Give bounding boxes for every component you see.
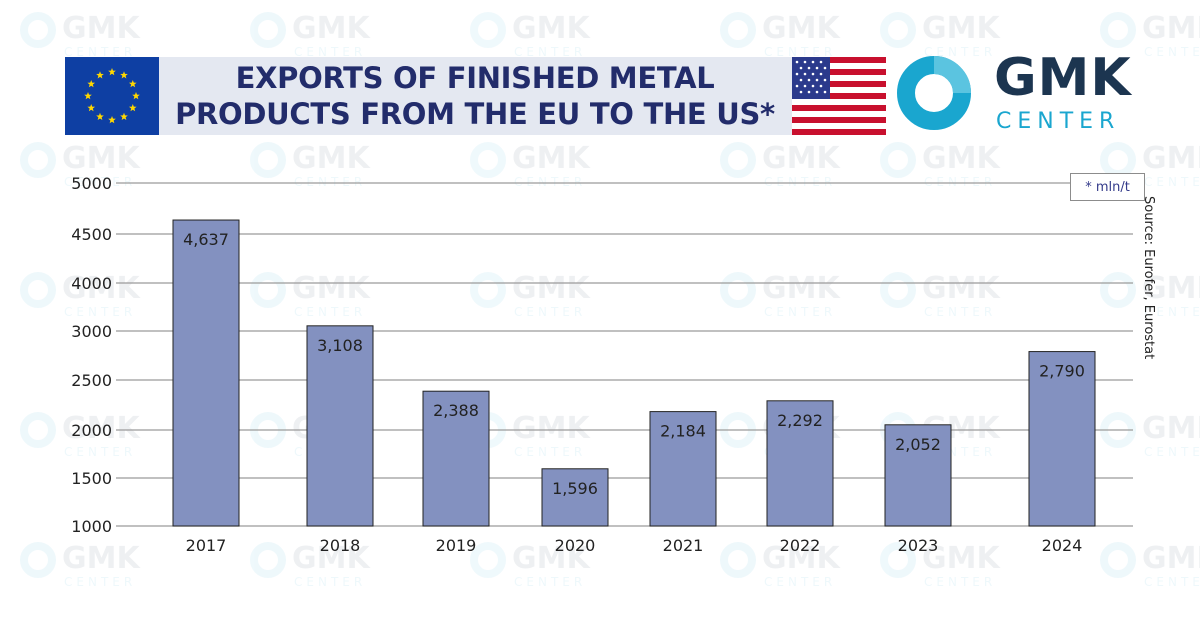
eu-star [128,104,137,112]
y-tick-label: 2000 [71,421,112,440]
chart-title-line-1: EXPORTS OF FINISHED METAL [235,61,715,95]
data-label-2023: 2,052 [895,435,941,454]
data-label-2018: 3,108 [317,336,363,355]
eu-flag-icon [65,57,159,135]
bar-2022 [766,400,834,527]
bar-2020 [541,468,609,527]
chart-title-line-2: PRODUCTS FROM THE EU TO THE US* [175,97,775,131]
bar-2017 [172,219,240,527]
x-tick-label: 2021 [663,536,704,555]
eu-star [108,68,116,76]
x-tick-label: 2023 [898,536,939,555]
eu-star [96,71,104,79]
x-tick-label: 2019 [436,536,477,555]
y-tick-label: 4500 [71,225,112,244]
y-tick-label: 2500 [71,371,112,390]
y-tick-label: 1500 [71,469,112,488]
x-tick-label: 2020 [555,536,596,555]
eu-star [128,80,137,88]
y-tick-label: 3000 [71,322,112,341]
data-label-2024: 2,790 [1039,362,1085,381]
eu-star [120,112,128,121]
bar-2018 [306,325,374,527]
eu-star [87,80,96,88]
bar-2019 [422,390,490,527]
bar-2021 [649,411,717,527]
eu-star [108,116,116,124]
chart-title: EXPORTS OF FINISHED METAL PRODUCTS FROM … [160,57,790,135]
x-tick-label: 2024 [1042,536,1083,555]
x-tick-label: 2022 [780,536,821,555]
y-tick-label: 5000 [71,174,112,193]
unit-note: * mln/t [1070,173,1145,201]
eu-star [120,71,128,79]
eu-star [84,92,92,100]
eu-star [96,112,104,121]
data-label-2020: 1,596 [552,479,598,498]
data-label-2019: 2,388 [433,401,479,420]
bar-2024 [1028,351,1096,527]
us-flag-icon [792,57,886,135]
x-tick-label: 2017 [186,536,227,555]
y-tick-label: 4000 [71,274,112,293]
eu-star [87,104,96,112]
y-tick-label: 1000 [71,517,112,536]
bar-2023 [884,424,952,527]
data-label-2021: 2,184 [660,422,706,441]
header-band [65,57,885,135]
source-note: Source: Eurofer, Eurostat [1141,196,1156,360]
logo-text: GMK [994,48,1132,108]
data-label-2022: 2,292 [777,411,823,430]
eu-star [132,92,140,100]
gmk-logo-icon [897,56,971,130]
x-tick-label: 2018 [320,536,361,555]
data-label-2017: 4,637 [183,230,229,249]
logo-subtext: CENTER [996,109,1121,134]
